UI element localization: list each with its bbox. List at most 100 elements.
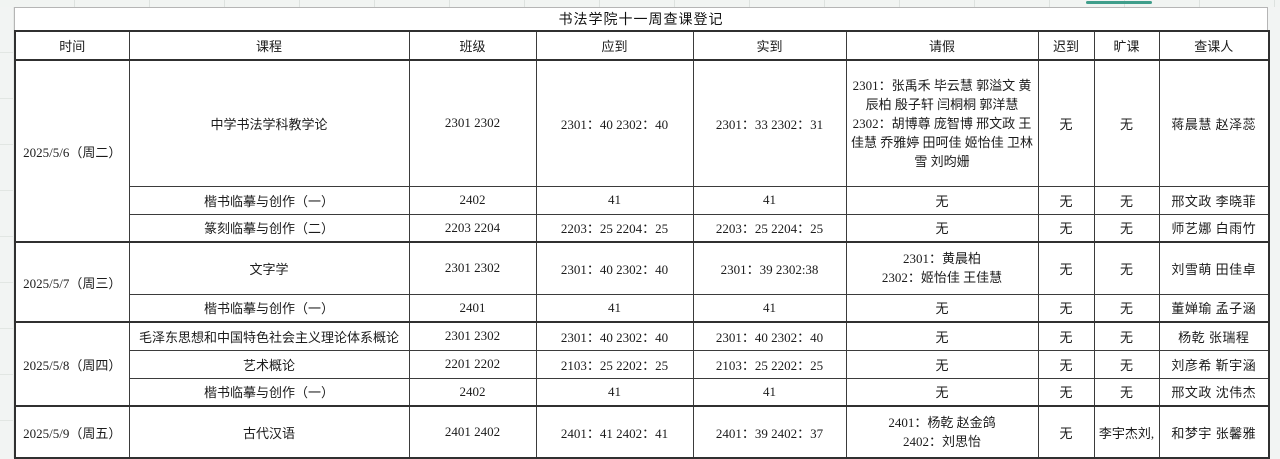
cell-inspector[interactable]: 师艺娜 白雨竹: [1158, 213, 1270, 243]
sheet-title: 书法学院十一周查课登记: [14, 7, 1268, 30]
cell-absent[interactable]: 无: [1093, 321, 1160, 351]
cell-inspector[interactable]: 杨乾 张瑞程: [1158, 321, 1270, 351]
cell-inspector[interactable]: 董婵瑜 孟子涵: [1158, 293, 1270, 323]
table-row: 楷书临摹与创作（一） 2402 41 41 无无无邢文政 沈伟杰: [15, 377, 1270, 407]
cell-class[interactable]: 2402: [408, 185, 537, 215]
cell-inspector[interactable]: 刘彦希 靳宇涵: [1158, 349, 1270, 379]
cell-class[interactable]: 2402: [408, 377, 537, 407]
cell-inspector[interactable]: 和梦宇 张馨雅: [1158, 405, 1270, 459]
cell-actual[interactable]: 41: [692, 185, 847, 215]
cell-expected[interactable]: 2301：40 2302：40: [535, 241, 694, 295]
cell-course[interactable]: 楷书临摹与创作（一）: [128, 293, 410, 323]
table-row: 艺术概论 2201 2202 2103：25 2202：25 2103：25 2202…: [15, 349, 1270, 379]
cell-expected[interactable]: 2401：41 2402：41: [535, 405, 694, 459]
table-row: 2025/5/7（周三） 文字学 2301 2302 2301：40 2302：40 2…: [14, 241, 1270, 323]
header-row: 时间 课程 班级 应到 实到 请假 迟到 旷课 查课人: [14, 30, 1270, 61]
cell-actual[interactable]: 2401：39 2402：37: [692, 405, 847, 459]
cell-actual[interactable]: 41: [692, 293, 847, 323]
cell-leave[interactable]: 无: [845, 185, 1039, 215]
cell-leave[interactable]: 2401：杨乾 赵金鸽 2402：刘思怡: [845, 405, 1039, 459]
cell-expected[interactable]: 41: [535, 377, 694, 407]
cell-absent[interactable]: 无: [1093, 377, 1160, 407]
cell-late[interactable]: 无: [1037, 293, 1095, 323]
col-header-inspector[interactable]: 查课人: [1158, 30, 1270, 61]
col-header-late[interactable]: 迟到: [1037, 30, 1095, 61]
leave-line: 2301：黄晨柏: [902, 251, 981, 267]
col-header-time[interactable]: 时间: [14, 30, 130, 61]
cell-date[interactable]: 2025/5/7（周三）: [14, 241, 130, 323]
cell-absent[interactable]: 无: [1093, 349, 1160, 379]
cell-absent[interactable]: 无: [1093, 241, 1160, 295]
cell-expected[interactable]: 41: [535, 185, 694, 215]
cell-date[interactable]: 2025/5/9（周五）: [14, 405, 130, 459]
cell-expected[interactable]: 2103：25 2202：25: [535, 349, 694, 379]
cell-actual[interactable]: 41: [692, 377, 847, 407]
cell-late[interactable]: 无: [1037, 213, 1095, 243]
cell-absent[interactable]: 无: [1093, 59, 1160, 187]
cell-actual[interactable]: 2301：33 2302：31: [692, 59, 847, 187]
cell-late[interactable]: 无: [1037, 59, 1095, 187]
cell-late[interactable]: 无: [1037, 405, 1095, 459]
cell-actual[interactable]: 2203：25 2204：25: [692, 213, 847, 243]
cell-inspector[interactable]: 刘雪萌 田佳卓: [1158, 241, 1270, 295]
register-table: 时间 课程 班级 应到 实到 请假 迟到 旷课 查课人 2025/5/6（周二） 中学书法学科教学…: [14, 30, 1270, 459]
cell-absent[interactable]: 无: [1093, 213, 1160, 243]
leave-line: 2301：张禹禾 毕云慧 郭溢文 黄辰柏 殷子轩 闫桐桐 郭洋慧: [852, 77, 1032, 112]
cell-course[interactable]: 古代汉语: [128, 405, 410, 459]
table-row: 2025/5/8（周四） 毛泽东思想和中国特色社会主义理论体系概论 2301 230…: [14, 321, 1270, 407]
cell-course[interactable]: 篆刻临摹与创作（二）: [128, 213, 410, 243]
col-header-course[interactable]: 课程: [128, 30, 410, 61]
col-header-class[interactable]: 班级: [408, 30, 537, 61]
cell-absent[interactable]: 无: [1093, 185, 1160, 215]
col-header-actual[interactable]: 实到: [692, 30, 847, 61]
cell-course[interactable]: 毛泽东思想和中国特色社会主义理论体系概论: [128, 321, 410, 351]
cell-leave[interactable]: 无: [845, 293, 1039, 323]
absent-clipped-text: 李宇杰刘,: [1098, 425, 1155, 441]
cell-late[interactable]: 无: [1037, 349, 1095, 379]
cell-actual[interactable]: 2301：40 2302：40: [692, 321, 847, 351]
cell-absent[interactable]: 无: [1093, 293, 1160, 323]
cell-class[interactable]: 2203 2204: [408, 213, 537, 243]
leave-line: 2302：胡博尊 庞智博 邢文政 王佳慧 乔雅婷 田呵佳 姬怡佳 卫林雪 刘昀姗: [850, 115, 1033, 169]
cell-absent[interactable]: 李宇杰刘,: [1093, 405, 1160, 459]
cell-leave[interactable]: 2301：张禹禾 毕云慧 郭溢文 黄辰柏 殷子轩 闫桐桐 郭洋慧 2302：胡博尊…: [845, 59, 1039, 187]
col-header-expected[interactable]: 应到: [535, 30, 694, 61]
cell-late[interactable]: 无: [1037, 241, 1095, 295]
cell-actual[interactable]: 2301：39 2302:38: [692, 241, 847, 295]
cell-class[interactable]: 2301 2302: [408, 321, 537, 351]
leave-line: 2401：杨乾 赵金鸽: [888, 415, 996, 430]
col-header-leave[interactable]: 请假: [845, 30, 1039, 61]
cell-course[interactable]: 艺术概论: [128, 349, 410, 379]
cell-class[interactable]: 2301 2302: [408, 59, 537, 187]
cell-leave[interactable]: 无: [845, 377, 1039, 407]
cell-late[interactable]: 无: [1037, 185, 1095, 215]
col-header-absent[interactable]: 旷课: [1093, 30, 1160, 61]
cell-inspector[interactable]: 蒋晨慧 赵泽蕊: [1158, 59, 1270, 187]
cell-course[interactable]: 楷书临摹与创作（一）: [128, 377, 410, 407]
cell-date[interactable]: 2025/5/8（周四）: [14, 321, 130, 407]
cell-class[interactable]: 2201 2202: [408, 349, 537, 379]
cell-expected[interactable]: 2301：40 2302：40: [535, 59, 694, 187]
cell-expected[interactable]: 2301：40 2302：40: [535, 321, 694, 351]
cell-course[interactable]: 文字学: [128, 241, 410, 295]
cell-class[interactable]: 2401 2402: [408, 405, 537, 459]
cell-course[interactable]: 楷书临摹与创作（一）: [128, 185, 410, 215]
cell-inspector[interactable]: 邢文政 沈伟杰: [1158, 377, 1270, 407]
cell-course[interactable]: 中学书法学科教学论: [128, 59, 410, 187]
table-row: 楷书临摹与创作（一） 2401 41 41 无无无董婵瑜 孟子涵: [15, 293, 1270, 323]
cell-expected[interactable]: 41: [535, 293, 694, 323]
leave-line: 2302：姬怡佳 王佳慧: [881, 270, 1003, 286]
cell-late[interactable]: 无: [1037, 321, 1095, 351]
cell-late[interactable]: 无: [1037, 377, 1095, 407]
cell-inspector[interactable]: 邢文政 李晓菲: [1158, 185, 1270, 215]
cell-leave[interactable]: 无: [845, 213, 1039, 243]
cell-actual[interactable]: 2103：25 2202：25: [692, 349, 847, 379]
cell-class[interactable]: 2401: [408, 293, 537, 323]
cell-date[interactable]: 2025/5/6（周二）: [14, 59, 130, 243]
cell-leave[interactable]: 无: [845, 349, 1039, 379]
cell-leave[interactable]: 无: [845, 321, 1039, 351]
cell-expected[interactable]: 2203：25 2204：25: [535, 213, 694, 243]
cell-leave[interactable]: 2301：黄晨柏 2302：姬怡佳 王佳慧: [845, 241, 1039, 295]
register-table-body: 2025/5/6（周二） 中学书法学科教学论 2301 2302 2301：40 23…: [14, 59, 1270, 459]
cell-class[interactable]: 2301 2302: [408, 241, 537, 295]
